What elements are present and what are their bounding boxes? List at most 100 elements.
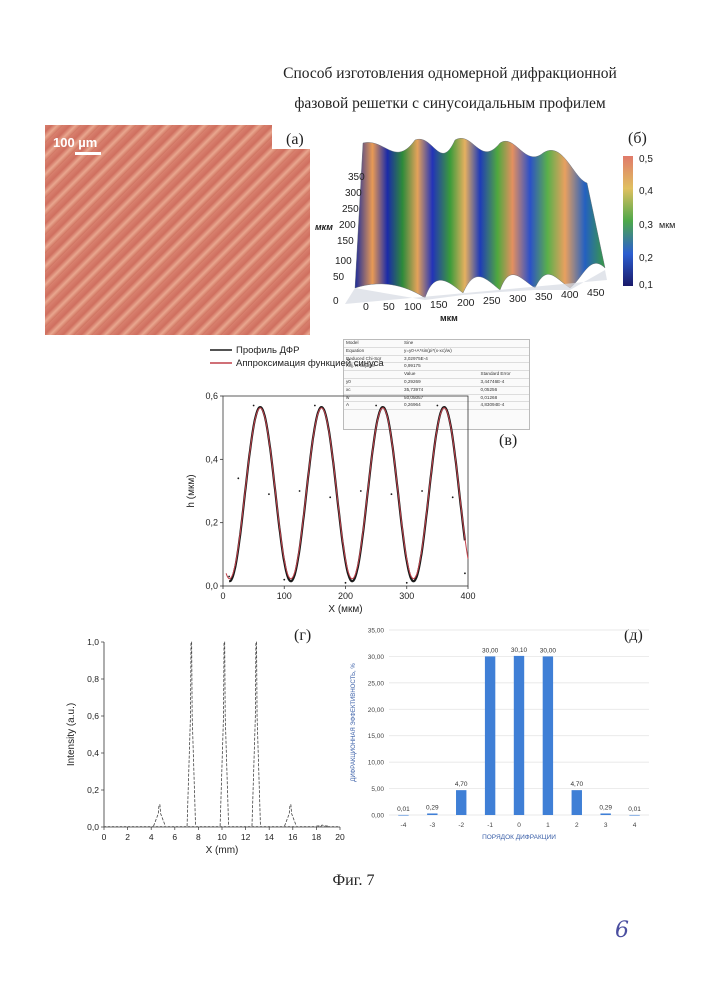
y-tick-label: 20,00	[368, 707, 385, 714]
surface-x-ticks: 0 50 100 150 200 250 300 350 400 450	[363, 287, 605, 313]
colorbar-ticks: 0,5 0,4 0,3 0,2 0,1	[639, 154, 653, 291]
x-axis-label: X (мкм)	[328, 604, 362, 615]
profile-point	[406, 582, 408, 584]
x-tick-label: 4	[149, 832, 154, 842]
x-tick-label: 3	[604, 822, 608, 829]
profile-point	[268, 493, 270, 495]
panel-label-a: (а)	[286, 131, 304, 149]
y-tick-label: 0,0	[87, 822, 99, 832]
efficiency-bar	[543, 656, 553, 815]
stats-cell	[479, 363, 529, 371]
profile-point	[464, 572, 466, 574]
profile-point	[421, 490, 423, 492]
x-tick-label: 12	[241, 832, 251, 842]
y-tick-label: 0,6	[87, 711, 99, 721]
profile-point	[228, 576, 230, 578]
stats-cell: Standard Error	[479, 371, 529, 379]
x-tick-label: 4	[633, 822, 637, 829]
x-axis-label: ПОРЯДОК ДИФРАКЦИИ	[482, 834, 556, 841]
colorbar-tick: 0,5	[639, 154, 653, 165]
intensity-peak	[252, 642, 260, 826]
y-tick-label: 25,00	[368, 680, 385, 687]
efficiency-bar	[514, 656, 524, 815]
profile-point	[253, 405, 255, 407]
sine-fit-line	[226, 408, 468, 579]
colorbar-tick: 0,3	[639, 220, 653, 231]
surface-y-tick: 350	[348, 172, 365, 183]
y-tick-label: 0,8	[87, 674, 99, 684]
bar-data-label: 30,00	[482, 647, 499, 654]
scale-bar-label: 100 µm	[53, 135, 101, 150]
efficiency-bar	[427, 813, 437, 815]
efficiency-bar	[600, 813, 610, 815]
surface-y-tick: 50	[333, 272, 345, 283]
legend-label-fit: Аппроксимация функцией синуса	[236, 358, 384, 369]
bar-data-label: 30,00	[540, 647, 557, 654]
x-tick-label: 14	[264, 832, 274, 842]
stats-cell: 3,44746E-4	[479, 378, 529, 386]
bar-data-label: 4,70	[570, 781, 583, 788]
profile-point	[314, 405, 316, 407]
stats-cell	[479, 355, 529, 363]
legend-label-profile: Профиль ДФР	[236, 345, 299, 356]
surface-x-tick: 200	[457, 297, 475, 309]
intensity-peak	[187, 642, 195, 826]
colorbar-tick: 0,2	[639, 253, 653, 264]
surface-y-tick: 0	[333, 296, 339, 307]
profile-point	[299, 490, 301, 492]
x-tick-label: 8	[196, 832, 201, 842]
profile-point	[391, 493, 393, 495]
intensity-peak	[285, 805, 297, 826]
surface-x-tick: 250	[483, 295, 501, 307]
x-tick-label: 10	[217, 832, 227, 842]
surface-x-tick: 50	[383, 301, 395, 313]
x-tick-label: -3	[429, 822, 435, 829]
stats-cell: 0,05256	[479, 386, 529, 394]
scale-bar: 100 µm	[53, 135, 101, 155]
y-axis-label: Intensity (a.u.)	[66, 703, 77, 766]
y-tick-label: 0,0	[205, 581, 218, 591]
y-axis-label: h (мкм)	[186, 474, 197, 507]
intensity-line-chart: 024681012141618200,00,20,40,60,81,0X (mm…	[60, 630, 350, 860]
surface-x-tick: 350	[535, 291, 553, 303]
y-tick-label: 1,0	[87, 637, 99, 647]
x-tick-label: 300	[399, 591, 414, 601]
y-tick-label: 0,00	[371, 813, 384, 820]
x-tick-label: 16	[288, 832, 298, 842]
surface-x-tick: 100	[404, 301, 422, 313]
surface-y-unit: мкм	[315, 222, 333, 232]
stats-cell	[479, 347, 529, 355]
x-tick-label: -2	[458, 822, 464, 829]
x-tick-label: 0	[220, 591, 225, 601]
profile-point	[283, 579, 285, 581]
bar-data-label: 0,01	[397, 806, 410, 813]
x-tick-label: -1	[487, 822, 493, 829]
y-tick-label: 0,2	[205, 518, 218, 528]
profile-point	[452, 496, 454, 498]
colorbar-tick: 0,1	[639, 280, 653, 291]
intensity-peak	[220, 642, 228, 826]
page-number: 6	[615, 918, 629, 943]
micrograph-image	[45, 125, 310, 335]
y-tick-label: 15,00	[368, 733, 385, 740]
surface-y-tick: 150	[337, 236, 354, 247]
bar-data-label: 0,29	[426, 804, 439, 811]
surface-y-tick: 300	[345, 188, 362, 199]
colorbar	[623, 156, 633, 286]
profile-point	[360, 490, 362, 492]
bar-data-label: 0,01	[628, 806, 641, 813]
x-tick-label: 20	[335, 832, 345, 842]
surface-x-tick: 400	[561, 289, 579, 301]
profile-point	[375, 405, 377, 407]
y-tick-label: 0,6	[205, 391, 218, 401]
profile-line-chart: 01002003004000,00,20,40,6X (мкм)h (мкм)П…	[180, 340, 480, 615]
surface-y-tick: 100	[335, 256, 352, 267]
efficiency-bar	[629, 815, 639, 816]
profile-point	[329, 496, 331, 498]
colorbar-tick: 0,4	[639, 186, 653, 197]
stats-cell: 0,01268	[479, 394, 529, 402]
surface-3d-plot: 350 300 250 200 150 100 50 0 мкм 0 50 10…	[315, 128, 695, 328]
title-line-2: фазовой решетки с синусоидальным профиле…	[230, 90, 670, 118]
profile-point	[345, 582, 347, 584]
x-tick-label: 0	[517, 822, 521, 829]
